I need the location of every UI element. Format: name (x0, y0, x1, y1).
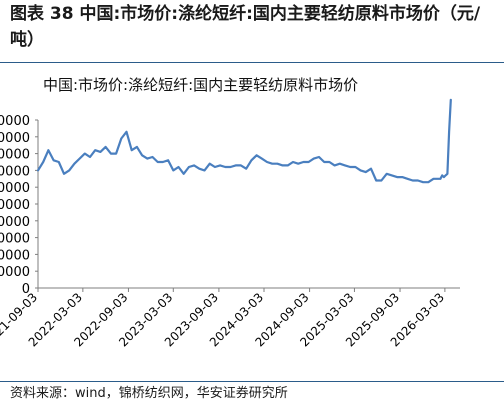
series-line (36, 98, 452, 184)
chart-title: 中国:市场价:涤纶短纤:国内主要轻纺原料市场价 (43, 76, 359, 94)
y-tick-label: 0000 (0, 232, 30, 247)
top-rule (0, 62, 504, 63)
y-tick-label: 0000 (0, 131, 30, 146)
y-tick-label: 0 (22, 282, 30, 297)
y-tick-label: 0000 (0, 198, 30, 213)
y-tick-label: 0000 (0, 265, 30, 280)
bottom-rule (0, 381, 504, 382)
y-tick-label: 0000 (0, 181, 30, 196)
source-note: 资料来源：wind，锦桥纺织网，华安证券研究所 (10, 386, 288, 401)
figure-title: 图表 38 中国:市场价:涤纶短纤:国内主要轻纺原料市场价（元/吨） (10, 4, 481, 50)
y-tick-label: 0000 (0, 248, 30, 263)
y-tick-label: 0000 (0, 164, 30, 179)
y-tick-label: 0000 (0, 215, 30, 230)
y-tick-label: 0000 (0, 114, 30, 129)
y-tick-label: 0000 (0, 148, 30, 163)
